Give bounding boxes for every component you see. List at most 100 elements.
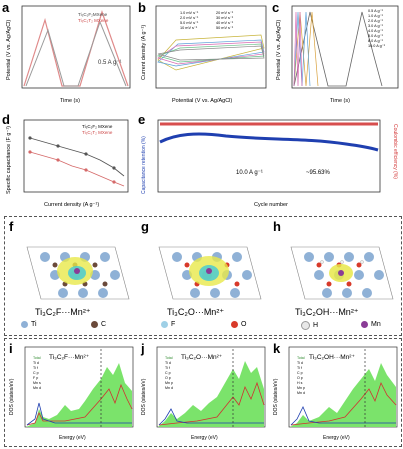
legend-b-6: 30 mV s⁻¹ bbox=[216, 16, 234, 20]
dos-box: i Ti₃C₂F···Mn²⁺ Total Ti d Ti f C p F p … bbox=[4, 338, 402, 447]
ylabel-b: Current density (A g⁻¹) bbox=[141, 25, 147, 80]
ylabel2-e: Coulombic efficiency (%) bbox=[392, 124, 398, 179]
caption-g: Ti₃C₂O···Mn²⁺ bbox=[167, 307, 225, 317]
legend-k-7: Mn p bbox=[297, 386, 305, 390]
legend-b-1: 1.0 mV s⁻¹ bbox=[180, 11, 199, 15]
xlabel-c: Time (s) bbox=[330, 98, 350, 104]
legend-c-5: 4.0 A g⁻¹ bbox=[368, 29, 384, 33]
panel-e-label: e bbox=[138, 112, 146, 127]
structure-g bbox=[158, 246, 262, 300]
dos-j: Ti₃C₂O···Mn²⁺ Total Ti d Ti f C p O p Mn… bbox=[141, 346, 266, 441]
legend-b-7: 40 mV s⁻¹ bbox=[216, 21, 234, 25]
panel-f: f Ti₃C₂F···Mn²⁺ bbox=[5, 217, 137, 317]
legend-a-1: Ti₃C₂F₂MXene bbox=[78, 12, 108, 17]
panel-g: g Ti₃C₂O···Mn²⁺ bbox=[137, 217, 269, 317]
panel-i: i Ti₃C₂F···Mn²⁺ Total Ti d Ti f C p F p … bbox=[5, 339, 137, 444]
legend-j-2: Ti d bbox=[165, 361, 171, 365]
xlabel-j: Energy (eV) bbox=[191, 435, 218, 441]
legend-i-6: Mn s bbox=[33, 381, 41, 385]
annot-a: 0.5 A g⁻¹ bbox=[98, 60, 122, 66]
annot-e-2: ~95.63% bbox=[306, 170, 331, 176]
legend-i-3: Ti f bbox=[33, 366, 38, 370]
panel-e-chart: 10.0 A g⁻¹ ~95.63% Cycle number Capacita… bbox=[141, 119, 398, 208]
legend-c-4: 3.0 A g⁻¹ bbox=[368, 24, 384, 28]
legend-c-2: 1.0 A g⁻¹ bbox=[368, 14, 384, 18]
legend-k-6: H s bbox=[297, 381, 303, 385]
panel-h: h Ti₃C₂OH···Mn²⁺ bbox=[269, 217, 401, 317]
panel-k: k Ti₃C₂OH···Mn²⁺ Total Ti d Ti f C p O p… bbox=[269, 339, 401, 444]
structures-box: f Ti₃C₂F···Mn²⁺ g Ti₃C₂O···Mn²⁺ h bbox=[4, 216, 402, 336]
xlabel-b: Potential (V vs. Ag/AgCl) bbox=[172, 98, 232, 104]
legend-b-8: 50 mV s⁻¹ bbox=[216, 26, 234, 30]
legend-b-5: 20 mV s⁻¹ bbox=[216, 11, 234, 15]
structure-h bbox=[290, 246, 394, 300]
panel-c-label: c bbox=[272, 0, 280, 15]
legend-c-1: 0.5 A g⁻¹ bbox=[368, 9, 384, 13]
legend-h: H bbox=[301, 321, 318, 330]
panel-i-label: i bbox=[9, 341, 13, 356]
legend-b-3: 5.0 mV s⁻¹ bbox=[180, 21, 199, 25]
panel-a-chart: Ti₃C₂F₂MXene Ti₃C₂T₂ MXene 0.5 A g⁻¹ Tim… bbox=[6, 5, 131, 104]
legend-i-2: Ti d bbox=[33, 361, 39, 365]
legend-j-4: C p bbox=[165, 371, 171, 375]
panel-e: e 10.0 A g⁻¹ ~95.63% Cycle number Capaci… bbox=[136, 112, 403, 212]
structure-f bbox=[26, 246, 130, 300]
legend-c: C bbox=[91, 321, 106, 328]
legend-j-6: Mn p bbox=[165, 381, 173, 385]
legend-j-1: Total bbox=[165, 356, 173, 360]
panel-b-chart: 1.0 mV s⁻¹ 2.0 mV s⁻¹ 5.0 mV s⁻¹ 10 mV s… bbox=[141, 5, 267, 104]
xlabel-d: Current density (A g⁻¹) bbox=[44, 202, 99, 208]
panel-h-label: h bbox=[273, 219, 281, 234]
panel-d: d Ti₃C₂F₂ MXene Ti₃C₂T₂ MXene Current de… bbox=[0, 112, 135, 212]
legend-o: O bbox=[231, 321, 246, 328]
panel-d-label: d bbox=[2, 112, 10, 127]
legend-i-7: Mn d bbox=[33, 386, 41, 390]
panel-j-label: j bbox=[141, 341, 145, 356]
panel-f-label: f bbox=[9, 219, 14, 234]
legend-k-3: Ti f bbox=[297, 366, 302, 370]
atom-legend: Ti C F O H Mn bbox=[11, 321, 395, 333]
legend-k-2: Ti d bbox=[297, 361, 303, 365]
legend-j-7: Mn d bbox=[165, 386, 173, 390]
legend-j-3: Ti f bbox=[165, 366, 170, 370]
xlabel-k: Energy (eV) bbox=[323, 435, 350, 441]
ylabel-k: DOS (states/eV) bbox=[273, 378, 279, 415]
ylabel-d: Specific capacitance (F g⁻¹) bbox=[6, 126, 12, 194]
ylabel-c: Potential (V vs. Ag/AgCl) bbox=[276, 20, 282, 80]
legend-k-5: O p bbox=[297, 376, 303, 380]
legend-j-5: O p bbox=[165, 376, 171, 380]
panel-c: c 0.5 A g⁻¹ 1.0 A g⁻¹ 2.0 A g⁻¹ 3.0 A g⁻… bbox=[270, 0, 403, 110]
title-i: Ti₃C₂F···Mn²⁺ bbox=[49, 354, 90, 361]
caption-h: Ti₃C₂OH···Mn²⁺ bbox=[295, 307, 359, 317]
legend-i-1: Total bbox=[33, 356, 41, 360]
annot-e-1: 10.0 A g⁻¹ bbox=[236, 170, 263, 176]
panel-k-label: k bbox=[273, 341, 281, 356]
dos-k: Ti₃C₂OH···Mn²⁺ Total Ti d Ti f C p O p H… bbox=[273, 346, 398, 441]
xlabel-i: Energy (eV) bbox=[59, 435, 86, 441]
legend-k-8: Mn d bbox=[297, 391, 305, 395]
ylabel-e: Capacitance retention (%) bbox=[141, 136, 147, 194]
panel-d-chart: Ti₃C₂F₂ MXene Ti₃C₂T₂ MXene Current dens… bbox=[6, 119, 129, 208]
ylabel-j: DOS (states/eV) bbox=[141, 378, 147, 415]
panel-a: a Ti₃C₂F₂MXene Ti₃C₂T₂ MXene 0.5 A g⁻¹ T… bbox=[0, 0, 135, 110]
legend-a-2: Ti₃C₂T₂ MXene bbox=[78, 18, 109, 23]
legend-f: F bbox=[161, 321, 175, 328]
panel-b: b 1.0 mV s⁻¹ 2.0 mV s⁻¹ 5.0 mV s⁻¹ 10 mV… bbox=[136, 0, 270, 110]
panel-j: j Ti₃C₂O···Mn²⁺ Total Ti d Ti f C p O p … bbox=[137, 339, 269, 444]
legend-k-1: Total bbox=[297, 356, 305, 360]
legend-d-2: Ti₃C₂T₂ MXene bbox=[82, 130, 113, 135]
panel-c-chart: 0.5 A g⁻¹ 1.0 A g⁻¹ 2.0 A g⁻¹ 3.0 A g⁻¹ … bbox=[276, 5, 399, 104]
caption-f: Ti₃C₂F···Mn²⁺ bbox=[35, 307, 91, 317]
dos-i: Ti₃C₂F···Mn²⁺ Total Ti d Ti f C p F p Mn… bbox=[9, 346, 134, 441]
title-j: Ti₃C₂O···Mn²⁺ bbox=[181, 354, 223, 361]
xlabel-e: Cycle number bbox=[254, 202, 288, 208]
legend-c-8: 10.0 A g⁻¹ bbox=[368, 44, 386, 48]
legend-i-4: C p bbox=[33, 371, 39, 375]
ylabel-i: DOS (states/eV) bbox=[9, 378, 15, 415]
legend-b-2: 2.0 mV s⁻¹ bbox=[180, 16, 199, 20]
legend-k-4: C p bbox=[297, 371, 303, 375]
legend-c-3: 2.0 A g⁻¹ bbox=[368, 19, 384, 23]
legend-d-1: Ti₃C₂F₂ MXene bbox=[82, 124, 113, 129]
ylabel-a: Potential (V vs. Ag/AgCl) bbox=[6, 20, 12, 80]
panel-g-label: g bbox=[141, 219, 149, 234]
